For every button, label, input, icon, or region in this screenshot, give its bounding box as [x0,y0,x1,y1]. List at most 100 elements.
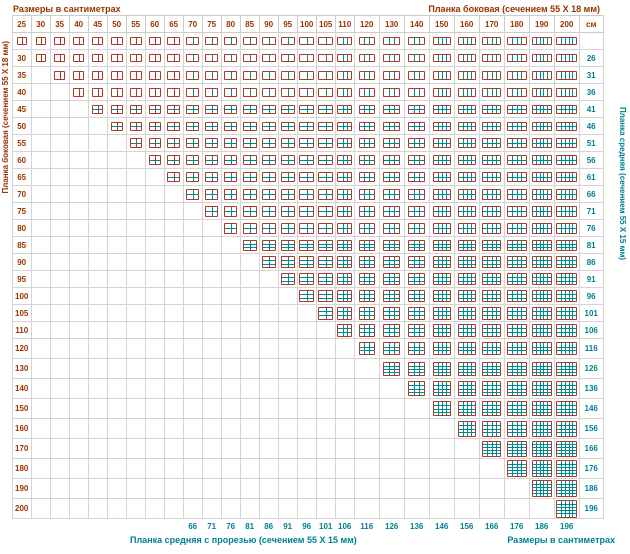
icon-cell [378,151,405,169]
icon-cell [553,202,580,220]
plank-line-horizontal [359,314,374,316]
empty-cell [125,418,146,439]
icon-cell [528,418,555,439]
icon-cell [553,236,580,254]
icon-cell [503,168,530,186]
middle-plank-length: 36 [578,83,604,101]
plank-line-horizontal [532,194,551,195]
empty-cell [353,438,380,459]
plank-line-vertical [547,88,549,96]
plank-line-horizontal [338,331,352,333]
plank-line-vertical [135,71,137,79]
plank-line-vertical [466,343,468,354]
plank-line-vertical [462,38,464,44]
plank-line-horizontal [384,311,400,313]
icon-cell [182,49,203,67]
plank-line-horizontal [262,243,275,245]
plank-line-horizontal [409,365,425,367]
plank-line-vertical [564,324,566,336]
plank-line-horizontal [338,260,352,262]
middle-plank-length: 46 [578,117,604,135]
icon-cell [201,32,222,50]
plank-line-vertical [306,257,308,267]
plank-line-horizontal [359,109,374,110]
plank-line-horizontal [319,260,333,262]
plank-line-horizontal [409,194,425,195]
icon-cell [528,253,555,271]
empty-cell [353,378,380,399]
table-row: 95 91 [11,270,604,288]
icon-cell [553,338,580,359]
empty-cell [87,151,108,169]
trellis-icon [358,306,375,320]
icon-cell [378,66,405,84]
plank-line-horizontal [483,194,501,195]
empty-cell [258,321,279,339]
plank-line-horizontal [507,177,526,178]
trellis-icon [457,104,476,114]
plank-line-horizontal [281,277,294,279]
header-row: 25 30 35 40 45 50 55 60 65 70 75 80 85 90 95 100 105 110 1… [11,15,604,33]
plank-line-vertical [346,324,348,336]
plank-line-vertical [543,324,545,336]
icon-cell [453,151,480,169]
icon-cell [106,83,127,101]
empty-cell [144,338,165,359]
plank-line-vertical [539,257,541,267]
empty-cell [201,438,222,459]
plank-line-horizontal [557,447,577,449]
middle-plank-length: 176 [578,458,604,479]
trellis-icon [186,104,200,114]
icon-cell [453,32,480,50]
plank-line-horizontal [507,371,526,373]
empty-cell [87,338,108,359]
table-row: 170 166 [11,438,604,459]
plank-line-horizontal [458,194,475,195]
plank-line-vertical [564,291,566,301]
icon-cell [315,32,336,50]
plank-line-vertical [419,88,421,96]
empty-cell [239,304,260,322]
icon-cell [453,378,480,399]
empty-cell [30,219,51,237]
trellis-icon [432,381,451,396]
left-axis-label: Планка боковая (сечением 55 Х 18 мм) [1,41,10,194]
trellis-icon [242,70,257,80]
plank-line-horizontal [300,109,314,110]
plank-line-horizontal [130,143,141,144]
trellis-icon [318,87,334,97]
empty-cell [49,358,70,379]
bottom-values-row: 66 71 76 81 86 91 96 101 106 116 126 136 146 156 166 17… [12,518,604,533]
trellis-icon [432,70,451,80]
plank-line-horizontal [507,277,526,279]
plank-line-vertical [572,343,574,354]
trellis-icon [280,273,295,285]
plank-line-vertical [59,71,61,79]
plank-line-horizontal [359,277,374,279]
plank-line-horizontal [483,246,501,248]
plank-line-horizontal [243,246,256,248]
icon-cell [296,287,317,305]
plank-line-horizontal [243,109,256,110]
plank-line-vertical [249,71,251,79]
trellis-icon [318,104,334,114]
icon-cell [528,287,555,305]
plank-line-horizontal [458,143,475,144]
plank-line-horizontal [532,177,551,178]
plank-line-vertical [211,71,213,79]
trellis-icon [556,440,578,457]
empty-cell [30,168,51,186]
icon-cell [239,32,260,50]
plank-line-vertical [249,38,251,44]
plank-line-horizontal [557,328,577,330]
plank-line-horizontal [300,143,314,144]
plank-line-horizontal [507,194,526,195]
plank-line-horizontal [507,160,526,161]
empty-cell [106,253,127,271]
column-header: 120 [353,15,380,33]
trellis-icon [482,138,502,148]
plank-line-horizontal [532,346,551,348]
empty-cell [315,321,336,339]
plank-line-horizontal [187,143,199,144]
plank-line-vertical [78,38,80,44]
